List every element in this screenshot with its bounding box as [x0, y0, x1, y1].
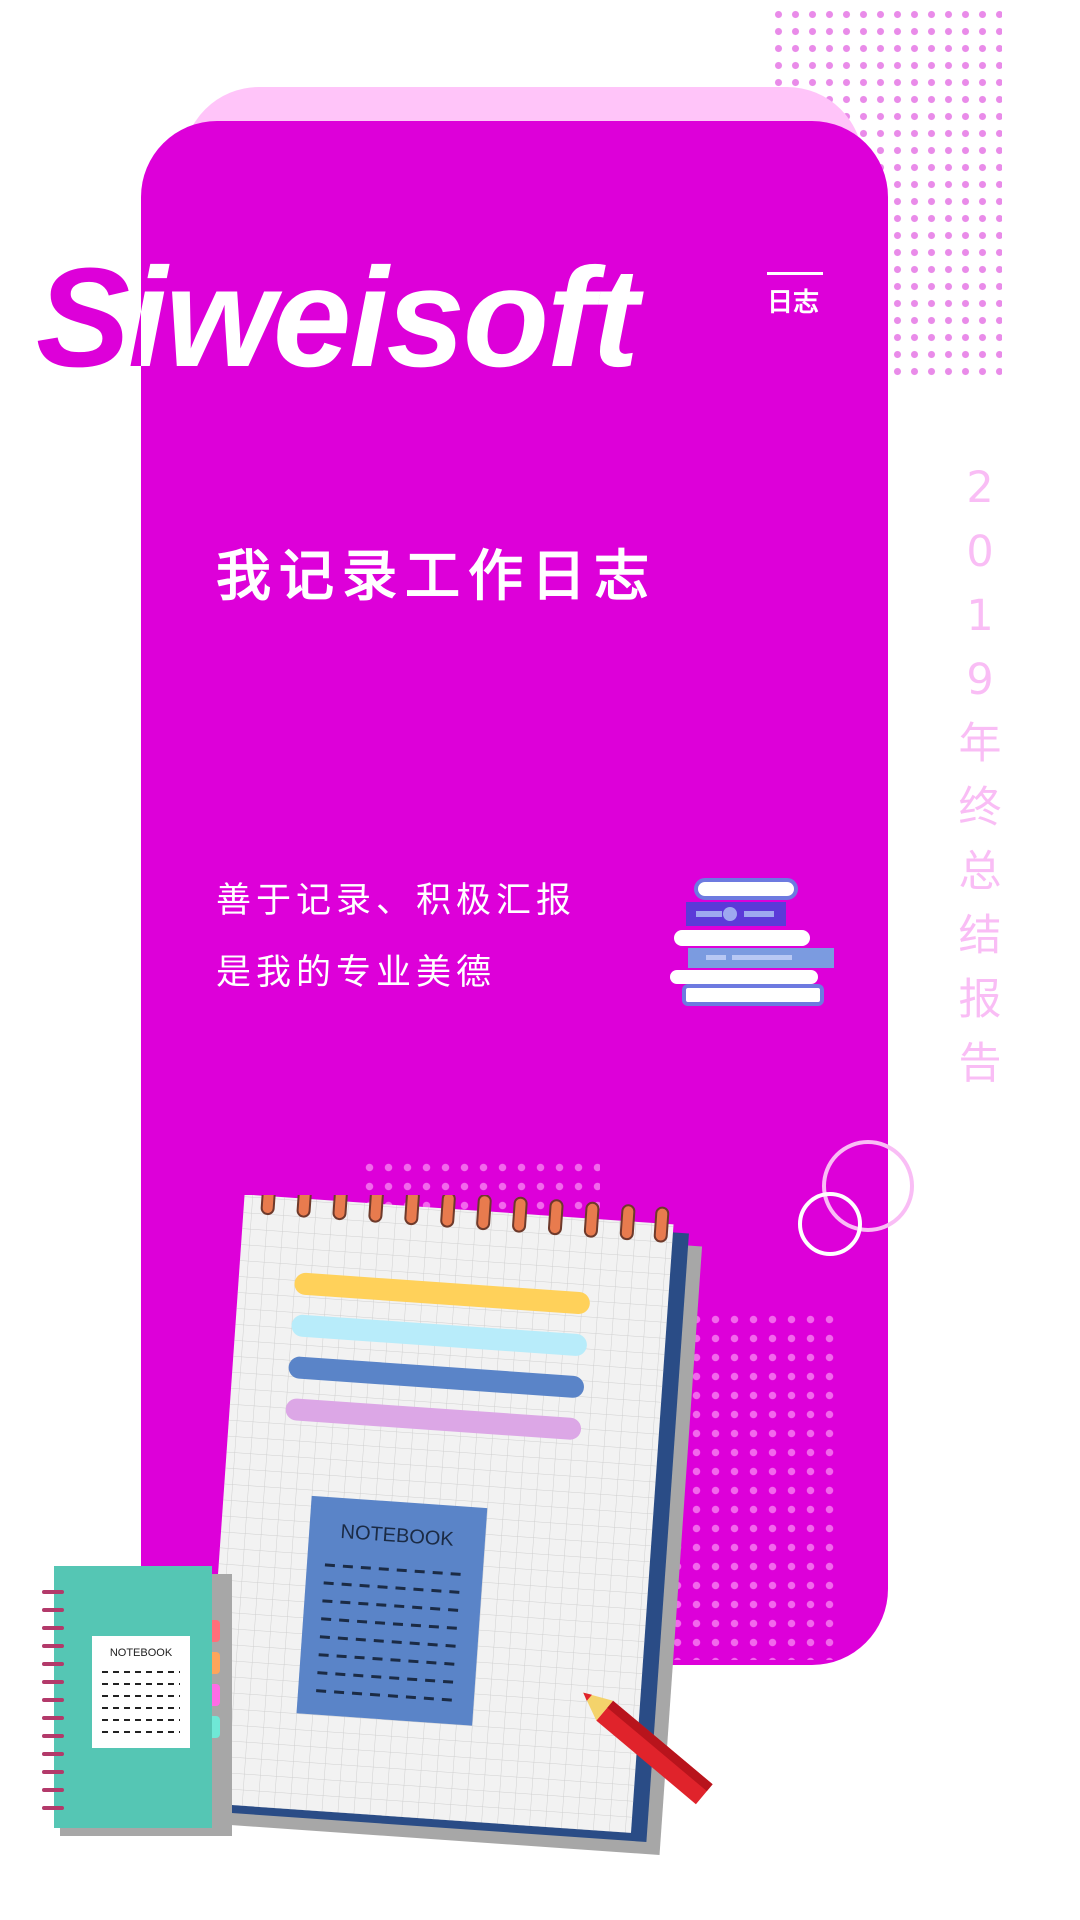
tag-divider	[767, 272, 823, 275]
circles-icon	[798, 1140, 914, 1256]
side-title-char: 2	[966, 463, 994, 513]
books-icon	[670, 878, 834, 1006]
subtitle-line-1: 善于记录、积极汇报	[216, 881, 577, 921]
brand-tag: 日志	[767, 288, 820, 318]
headline: 我记录工作日志	[216, 544, 658, 608]
side-title-char: 9	[966, 655, 994, 705]
side-title-char: 1	[966, 591, 994, 641]
dot-pattern-card-right	[668, 1310, 840, 1660]
brand-logo-overlay: Siweisoft	[141, 232, 701, 402]
side-title-char: 总	[958, 847, 1002, 897]
pencil-icon	[583, 1692, 713, 1805]
side-title-char: 报	[958, 975, 1002, 1025]
side-title: 2 0 1 9 年 终 总 结 报 告	[952, 456, 1008, 1089]
subtitle-line-2: 是我的专业美德	[216, 953, 497, 993]
small-notebook-icon: NOTEBOOK	[42, 1566, 232, 1836]
side-title-char: 告	[958, 1039, 1002, 1089]
brand-logo-overlay-text: Siweisoft	[141, 238, 639, 396]
side-title-char: 0	[966, 527, 994, 577]
notebook-icon: NOTEBOOK	[202, 1195, 702, 1855]
side-title-char: 结	[958, 911, 1002, 961]
brand-logo-text: Siweisoft	[36, 238, 639, 396]
side-title-char: 年	[958, 719, 1002, 769]
small-notebook-label: NOTEBOOK	[110, 1647, 173, 1659]
side-title-char: 终	[958, 783, 1002, 833]
